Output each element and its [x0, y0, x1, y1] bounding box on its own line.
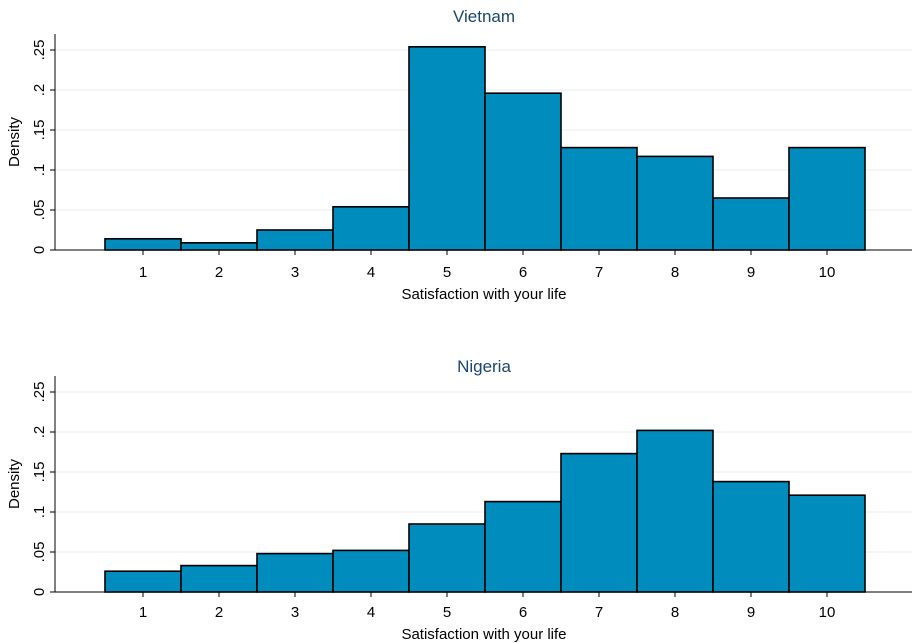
- bar-5: [409, 47, 485, 250]
- bar-8: [637, 156, 713, 250]
- bar-6: [485, 93, 561, 250]
- x-tick-label: 10: [819, 264, 836, 281]
- x-tick-label: 10: [819, 604, 836, 621]
- y-tick-label: 0: [31, 246, 48, 254]
- bar-8: [637, 430, 713, 592]
- x-tick-label: 6: [519, 264, 527, 281]
- bar-3: [257, 230, 333, 250]
- bar-6: [485, 502, 561, 592]
- x-tick-label: 3: [291, 264, 299, 281]
- x-tick-label: 8: [671, 604, 679, 621]
- y-tick-label: 0: [31, 588, 48, 596]
- y-tick-label: .05: [31, 200, 48, 221]
- y-tick-label: .05: [31, 542, 48, 563]
- x-tick-label: 6: [519, 604, 527, 621]
- bars: [105, 47, 865, 250]
- bar-4: [333, 550, 409, 592]
- bar-10: [789, 148, 865, 250]
- x-tick-label: 3: [291, 604, 299, 621]
- bar-5: [409, 524, 485, 592]
- chart-title: Nigeria: [457, 357, 511, 376]
- bar-1: [105, 239, 181, 250]
- bar-2: [181, 566, 257, 592]
- bar-2: [181, 243, 257, 250]
- x-tick-label: 8: [671, 264, 679, 281]
- x-tick-label: 4: [367, 264, 375, 281]
- bar-9: [713, 198, 789, 250]
- panel-vietnam: Vietnam Density Satisfaction with your l…: [6, 7, 912, 303]
- bar-7: [561, 454, 637, 592]
- chart-title: Vietnam: [453, 7, 515, 26]
- x-tick-label: 2: [215, 604, 223, 621]
- x-tick-label: 9: [747, 604, 755, 621]
- x-tick-label: 9: [747, 264, 755, 281]
- y-axis-label: Density: [6, 458, 23, 509]
- y-axis-label: Density: [6, 116, 23, 167]
- x-tick-label: 1: [139, 264, 147, 281]
- bar-9: [713, 482, 789, 592]
- y-tick-label: .15: [31, 120, 48, 141]
- y-tick-label: .2: [31, 84, 48, 97]
- y-tick-label: .15: [31, 462, 48, 483]
- x-tick-label: 2: [215, 264, 223, 281]
- bar-1: [105, 571, 181, 592]
- x-tick-label: 7: [595, 604, 603, 621]
- bars: [105, 430, 865, 592]
- x-tick-label: 7: [595, 264, 603, 281]
- y-tick-label: .25: [31, 382, 48, 403]
- x-axis-label: Satisfaction with your life: [401, 626, 566, 643]
- bar-3: [257, 554, 333, 592]
- bar-4: [333, 207, 409, 250]
- y-tick-label: .1: [31, 164, 48, 177]
- x-axis-label: Satisfaction with your life: [401, 286, 566, 303]
- x-tick-label: 5: [443, 604, 451, 621]
- bar-10: [789, 495, 865, 592]
- y-tick-label: .1: [31, 506, 48, 519]
- y-tick-label: .2: [31, 426, 48, 439]
- y-tick-label: .25: [31, 40, 48, 61]
- panel-nigeria: Nigeria Density Satisfaction with your l…: [6, 357, 912, 643]
- x-tick-label: 1: [139, 604, 147, 621]
- x-tick-label: 5: [443, 264, 451, 281]
- x-tick-label: 4: [367, 604, 375, 621]
- bar-7: [561, 148, 637, 250]
